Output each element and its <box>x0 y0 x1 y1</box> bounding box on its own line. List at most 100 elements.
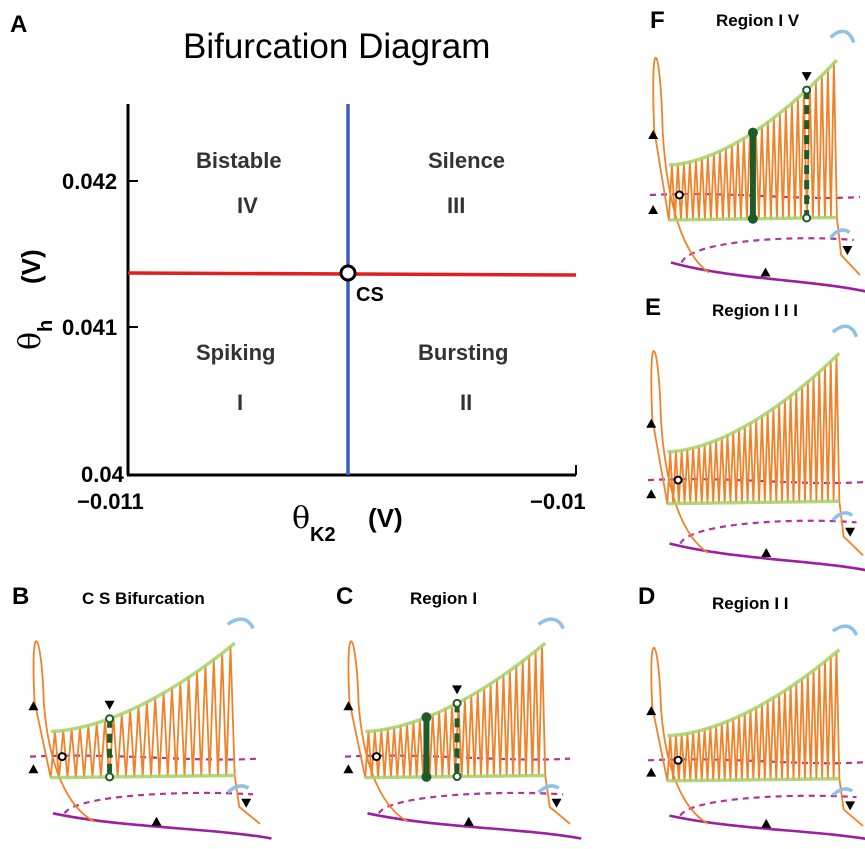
direction-arrow <box>845 801 856 811</box>
panel-letter-b: B <box>12 583 29 610</box>
panel-c-phase-portrait <box>343 617 582 840</box>
direction-arrow <box>104 700 115 710</box>
y-axis-unit: (V) <box>16 249 46 284</box>
direction-arrow <box>646 706 657 716</box>
region-number: I <box>237 390 243 415</box>
stable-slow-manifold <box>52 812 272 840</box>
direction-arrow <box>761 818 772 828</box>
direction-arrow <box>28 701 39 711</box>
direction-arrow <box>648 130 659 139</box>
fixed-point-marker <box>372 752 381 762</box>
panel-b-phase-portrait <box>28 617 272 840</box>
lower-envelope-line <box>50 773 235 780</box>
unstable-branch-dashed-line <box>377 791 564 815</box>
stable-slow-manifold <box>669 542 865 572</box>
region-label: Spiking <box>196 340 275 365</box>
stable-cycle-endpoint <box>421 771 432 782</box>
stable-branch-cap <box>831 511 854 522</box>
stable-branch-cap <box>537 617 565 630</box>
y-axis-symbol: θ <box>13 332 48 350</box>
panel-letter-a: A <box>10 11 27 38</box>
stable-branch-cap <box>226 784 250 794</box>
y-axis-label: θ h (V) <box>13 249 57 350</box>
stable-branch-cap <box>537 784 560 794</box>
direction-arrow <box>842 246 853 255</box>
panel-e-phase-portrait <box>646 324 865 572</box>
direction-arrow <box>452 685 463 695</box>
region-number: II <box>460 390 472 415</box>
unstable-cycle-endpoint <box>105 714 115 724</box>
stable-branch-cap <box>831 624 859 637</box>
x-axis-subscript: K2 <box>310 524 336 546</box>
upper-envelope-line <box>667 351 841 454</box>
fixed-point-marker <box>673 755 683 765</box>
panel-f-phase-portrait <box>648 29 865 293</box>
unstable-branch-dashed-line <box>649 192 861 200</box>
page-title: Bifurcation Diagram <box>183 27 490 66</box>
unstable-cycle-endpoint <box>452 772 462 782</box>
direction-arrow <box>646 767 657 777</box>
region-label: Bursting <box>418 340 508 365</box>
direction-arrow <box>551 798 562 808</box>
direction-arrow <box>343 764 354 774</box>
cs-label: CS <box>356 284 384 306</box>
unstable-cycle-endpoint <box>105 772 115 782</box>
panel-letter-f: F <box>650 7 665 34</box>
unstable-cycle-endpoint <box>802 85 812 95</box>
upper-envelope-line <box>50 641 236 734</box>
stable-branch-cap <box>831 324 859 338</box>
direction-arrow <box>761 547 772 557</box>
stable-slow-manifold <box>367 812 582 840</box>
panel-letter-d: D <box>638 583 655 610</box>
unstable-branch-dashed-line <box>63 791 254 815</box>
panel-d-title: Region I I <box>712 594 789 613</box>
panel-d-phase-portrait <box>646 624 865 841</box>
lower-envelope-line <box>667 777 840 783</box>
lower-envelope-line <box>667 499 840 506</box>
stable-cycle-endpoint <box>421 712 432 723</box>
oscillation-trajectory <box>650 646 864 827</box>
unstable-cycle-endpoint <box>802 213 812 223</box>
cs-point <box>339 264 357 282</box>
stable-cycle-endpoint <box>747 127 758 138</box>
direction-arrow <box>28 764 39 774</box>
panel-f-title: Region I V <box>716 11 800 30</box>
unstable-branch-dashed-line <box>679 794 857 817</box>
x-tick-label: −0.011 <box>77 489 144 514</box>
x-axis-unit: (V) <box>368 503 403 533</box>
y-tick-label: 0.04 <box>81 462 125 487</box>
direction-arrow <box>646 418 657 428</box>
stable-branch-cap <box>226 617 255 630</box>
fixed-point-marker <box>57 752 67 762</box>
fixed-point-marker <box>674 190 684 200</box>
stable-branch-cap <box>831 787 854 797</box>
upper-envelope-line <box>667 648 841 738</box>
stable-branch-cap <box>829 29 856 44</box>
direction-arrow <box>463 816 474 826</box>
direction-arrow <box>648 205 659 214</box>
direction-arrow <box>646 489 657 499</box>
unstable-cycle-endpoint <box>452 698 462 708</box>
direction-arrow <box>241 798 252 808</box>
panel-letter-e: E <box>645 294 661 321</box>
fixed-point-marker <box>673 475 683 485</box>
y-tick-label: 0.042 <box>62 169 117 194</box>
panel-letter-c: C <box>336 583 353 610</box>
region-label: Bistable <box>196 148 282 173</box>
direction-arrow <box>151 816 162 826</box>
direction-arrow <box>845 527 856 537</box>
oscillation-trajectory <box>347 640 571 825</box>
oscillation-trajectory <box>32 640 261 825</box>
region-number: IV <box>237 193 258 218</box>
direction-arrow <box>760 267 771 277</box>
direction-arrow <box>343 701 354 711</box>
panel-b-title: C S Bifurcation <box>82 589 205 608</box>
region-label: Silence <box>428 148 505 173</box>
stable-cycle-endpoint <box>747 213 758 224</box>
y-axis-subscript: h <box>35 320 57 332</box>
stable-slow-manifold <box>669 814 865 841</box>
x-axis-symbol: θ <box>292 501 310 536</box>
x-axis-label: θ K2 (V) <box>292 501 403 546</box>
direction-arrow <box>801 72 812 82</box>
